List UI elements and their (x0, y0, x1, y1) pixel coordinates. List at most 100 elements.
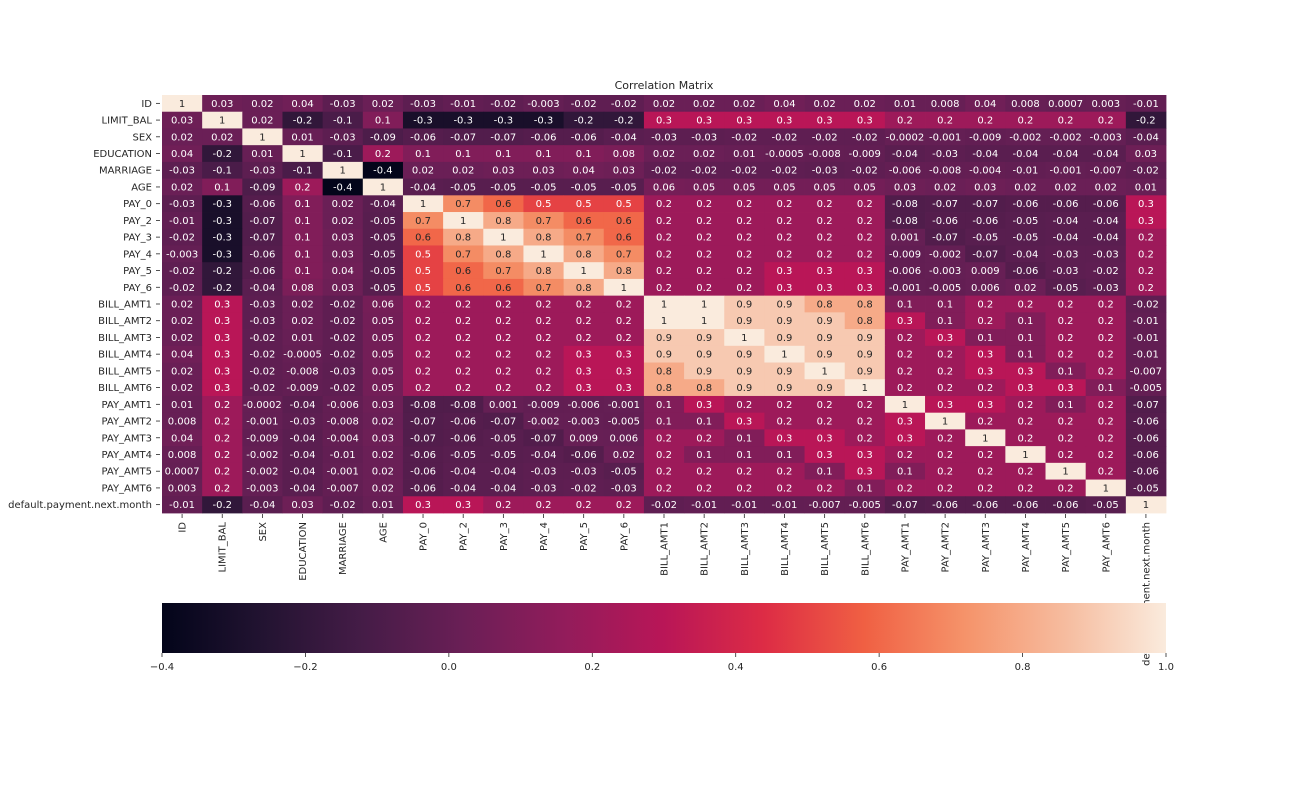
cell-annotation: 0.3 (455, 500, 471, 511)
cell-annotation: 0.2 (656, 216, 672, 227)
heatmap-cell (443, 295, 484, 313)
heatmap-cell (1085, 245, 1127, 263)
row-label: PAY_AMT4 (101, 450, 152, 461)
cell-annotation: 0.1 (415, 149, 431, 160)
heatmap-cell (282, 379, 324, 397)
heatmap-cell (523, 95, 564, 113)
cell-annotation: 0.2 (977, 483, 993, 494)
heatmap-cell (643, 496, 685, 514)
heatmap-cell (362, 429, 404, 447)
heatmap-cell (402, 145, 444, 163)
heatmap-cell (523, 446, 564, 464)
cell-annotation: -0.04 (892, 149, 918, 160)
cell-annotation: 0.2 (1058, 417, 1074, 428)
cell-annotation: 1 (821, 366, 827, 377)
cell-annotation: 0.6 (415, 233, 431, 244)
heatmap-cell (242, 228, 283, 246)
heatmap-cell (282, 145, 324, 163)
cell-annotation: -0.009 (889, 249, 921, 260)
cell-annotation: 0.2 (977, 116, 993, 127)
heatmap-cell (643, 262, 685, 280)
column-label: PAY_3 (499, 522, 510, 551)
row-label: BILL_AMT3 (98, 333, 152, 344)
cell-annotation: 0.2 (736, 283, 752, 294)
cell-annotation: -0.07 (410, 417, 436, 428)
heatmap-cell (282, 262, 324, 280)
cell-annotation: 0.2 (1098, 116, 1114, 127)
cell-annotation: 0.1 (937, 316, 953, 327)
heatmap-cell (684, 496, 725, 514)
cell-annotation: 0.9 (736, 383, 752, 394)
cell-annotation: 0.06 (372, 300, 394, 311)
cell-annotation: 0.05 (814, 182, 836, 193)
column-label: AGE (378, 522, 389, 543)
heatmap-cell (402, 128, 444, 146)
heatmap-cell (322, 262, 364, 280)
heatmap-cell (1085, 95, 1127, 113)
cell-annotation: -0.008 (809, 149, 841, 160)
heatmap-cell (1005, 212, 1046, 230)
heatmap-cell (724, 462, 765, 480)
cell-annotation: 0.2 (696, 467, 712, 478)
cell-annotation: -0.07 (490, 417, 516, 428)
cell-annotation: -0.04 (531, 450, 557, 461)
cell-annotation: 0.2 (656, 283, 672, 294)
cell-annotation: 0.3 (616, 383, 632, 394)
heatmap-cell (322, 379, 364, 397)
heatmap-cell (925, 295, 966, 313)
heatmap-cell (1005, 379, 1046, 397)
heatmap-cell (523, 345, 564, 363)
cell-annotation: 0.9 (817, 383, 833, 394)
heatmap-cell (804, 362, 846, 380)
cell-annotation: 0.2 (937, 450, 953, 461)
cell-annotation: 0.0007 (165, 467, 200, 478)
column-label: BILL_AMT2 (700, 522, 711, 576)
cell-annotation: -0.03 (1093, 283, 1119, 294)
colorbar-tick-label: 1.0 (1158, 662, 1174, 673)
cell-annotation: 0.01 (372, 500, 394, 511)
cell-annotation: 0.02 (372, 99, 394, 110)
cell-annotation: 0.02 (412, 166, 434, 177)
cell-annotation: 0.003 (168, 483, 197, 494)
cell-annotation: -0.04 (1053, 233, 1079, 244)
cell-annotation: 0.6 (616, 216, 632, 227)
cell-annotation: 0.02 (653, 149, 675, 160)
heatmap-cell (322, 245, 364, 263)
cell-annotation: -0.04 (1093, 149, 1119, 160)
heatmap-cell (1125, 178, 1167, 196)
cell-annotation: 0.2 (696, 233, 712, 244)
heatmap-cell (242, 278, 283, 297)
cell-annotation: 0.2 (1138, 266, 1154, 277)
heatmap-cell (1005, 245, 1046, 263)
cell-annotation: -0.003 (1090, 132, 1122, 143)
heatmap-cell (402, 111, 444, 129)
heatmap-cell (202, 195, 243, 213)
cell-annotation: 0.7 (415, 216, 431, 227)
heatmap-cell (1085, 178, 1127, 196)
heatmap-cell (764, 329, 805, 347)
cell-annotation: 0.2 (977, 467, 993, 478)
cell-annotation: 0.2 (817, 233, 833, 244)
heatmap-cell (1085, 362, 1127, 380)
row-label: LIMIT_BAL (102, 116, 153, 127)
heatmap-cell (1085, 228, 1127, 246)
heatmap-cell (724, 161, 765, 179)
heatmap-cell (884, 178, 926, 196)
heatmap-cell (402, 245, 444, 263)
cell-annotation: 0.7 (455, 199, 471, 210)
cell-annotation: -0.04 (410, 182, 436, 193)
cell-annotation: 0.02 (372, 467, 394, 478)
heatmap-cell (162, 178, 203, 196)
cell-annotation: -0.03 (932, 149, 958, 160)
cell-annotation: 0.2 (576, 333, 592, 344)
cell-annotation: 1 (1143, 500, 1149, 511)
heatmap-cell (925, 178, 966, 196)
heatmap-cell (764, 278, 805, 297)
cell-annotation: 0.1 (1017, 350, 1033, 361)
heatmap-cell (563, 161, 605, 179)
cell-annotation: 0.2 (897, 333, 913, 344)
heatmap-cell (282, 195, 324, 213)
cell-annotation: -0.4 (333, 182, 353, 193)
heatmap-cell (965, 228, 1006, 246)
cell-annotation: -0.02 (249, 366, 275, 377)
